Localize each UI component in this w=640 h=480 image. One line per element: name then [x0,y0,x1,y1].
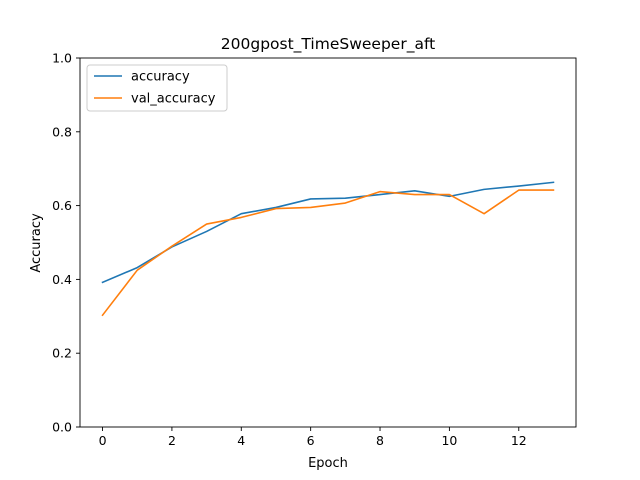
legend: accuracy val_accuracy [86,64,228,112]
x-tick-label: 0 [99,433,107,448]
series-line-val-accuracy [101,189,555,317]
x-tick-label: 6 [307,433,315,448]
y-tick-label: 0.6 [52,198,72,213]
axes-frame [79,57,577,428]
x-tick-label: 2 [168,433,176,448]
y-tick-label: 0.2 [52,346,72,361]
series-line-accuracy [101,181,555,284]
axes: 0 2 4 6 8 10 12 0.0 0.2 0.4 0.6 0.8 1.0 [52,51,577,448]
x-tick-label: 8 [376,433,384,448]
plot-area [101,181,555,317]
x-tick-label: 4 [237,433,245,448]
chart-title: 200gpost_TimeSweeper_aft [221,35,435,54]
y-tick-label: 0.8 [52,124,72,139]
x-tick-label: 10 [441,433,457,448]
y-tick-label: 0.4 [52,272,72,287]
y-axis-label: Accuracy [29,213,44,273]
x-tick-label: 12 [511,433,527,448]
y-tick-label: 1.0 [52,51,72,66]
legend-label-accuracy: accuracy [131,70,190,85]
y-tick-label: 0.0 [52,420,72,435]
legend-label-val-accuracy: val_accuracy [131,92,216,107]
x-axis-label: Epoch [308,456,348,471]
